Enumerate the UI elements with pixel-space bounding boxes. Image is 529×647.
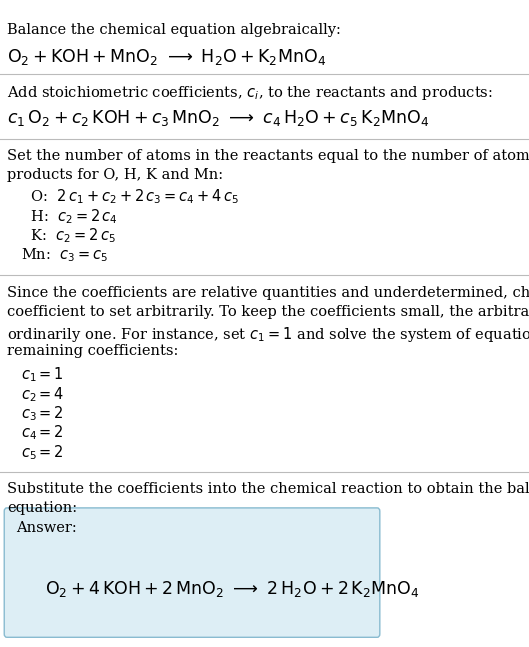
Text: $c_3 = 2$: $c_3 = 2$	[21, 404, 64, 423]
Text: Add stoichiometric coefficients, $c_i$, to the reactants and products:: Add stoichiometric coefficients, $c_i$, …	[7, 84, 492, 102]
Text: ordinarily one. For instance, set $c_1 = 1$ and solve the system of equations fo: ordinarily one. For instance, set $c_1 =…	[7, 325, 529, 344]
Text: $c_1 = 1$: $c_1 = 1$	[21, 366, 64, 384]
Text: Since the coefficients are relative quantities and underdetermined, choose a: Since the coefficients are relative quan…	[7, 286, 529, 300]
Text: Substitute the coefficients into the chemical reaction to obtain the balanced: Substitute the coefficients into the che…	[7, 482, 529, 496]
Text: Balance the chemical equation algebraically:: Balance the chemical equation algebraica…	[7, 23, 341, 37]
Text: Mn:  $c_3 = c_5$: Mn: $c_3 = c_5$	[21, 246, 108, 263]
Text: $c_5 = 2$: $c_5 = 2$	[21, 443, 64, 462]
Text: $c_1\,\mathrm{O_2} + c_2\,\mathrm{KOH} + c_3\,\mathrm{MnO_2} \ \longrightarrow \: $c_1\,\mathrm{O_2} + c_2\,\mathrm{KOH} +…	[7, 108, 429, 128]
Text: coefficient to set arbitrarily. To keep the coefficients small, the arbitrary va: coefficient to set arbitrarily. To keep …	[7, 305, 529, 320]
Text: O:  $2\,c_1 + c_2 + 2\,c_3 = c_4 + 4\,c_5$: O: $2\,c_1 + c_2 + 2\,c_3 = c_4 + 4\,c_5…	[21, 188, 239, 206]
FancyBboxPatch shape	[4, 508, 380, 637]
Text: K:  $c_2 = 2\,c_5$: K: $c_2 = 2\,c_5$	[21, 226, 116, 245]
Text: Set the number of atoms in the reactants equal to the number of atoms in the: Set the number of atoms in the reactants…	[7, 149, 529, 163]
Text: $c_2 = 4$: $c_2 = 4$	[21, 385, 65, 404]
Text: $c_4 = 2$: $c_4 = 2$	[21, 424, 64, 443]
Text: products for O, H, K and Mn:: products for O, H, K and Mn:	[7, 168, 223, 182]
Text: $\mathrm{O_2 + 4\,KOH + 2\,MnO_2 \ \longrightarrow \ 2\,H_2O + 2\,K_2MnO_4}$: $\mathrm{O_2 + 4\,KOH + 2\,MnO_2 \ \long…	[45, 579, 419, 598]
Text: $\mathrm{O_2 + KOH + MnO_2 \ \longrightarrow \ H_2O + K_2MnO_4}$: $\mathrm{O_2 + KOH + MnO_2 \ \longrighta…	[7, 47, 326, 67]
Text: H:  $c_2 = 2\,c_4$: H: $c_2 = 2\,c_4$	[21, 207, 118, 226]
Text: Answer:: Answer:	[16, 521, 77, 536]
Text: equation:: equation:	[7, 501, 77, 516]
Text: remaining coefficients:: remaining coefficients:	[7, 344, 178, 358]
